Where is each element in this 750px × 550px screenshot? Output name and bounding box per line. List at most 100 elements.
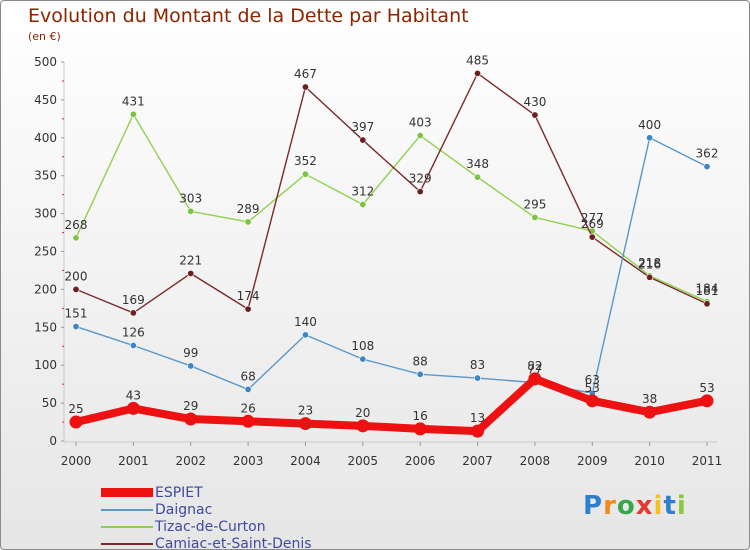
data-label: 397	[351, 120, 374, 134]
chart-axes: 0 50 100 150 200 250 300 350 400 450 500 2000 2001 20…	[34, 55, 722, 468]
data-point	[69, 415, 83, 429]
x-tick-label: 2010	[634, 454, 665, 468]
series-tizac-de-curton	[72, 110, 711, 306]
data-label: 53	[699, 381, 714, 395]
data-label: 68	[240, 369, 255, 383]
x-tick-label: 2003	[233, 454, 264, 468]
y-tick-label: 100	[34, 358, 57, 372]
data-label: 108	[351, 339, 374, 353]
data-point	[416, 132, 424, 140]
data-point	[301, 170, 309, 178]
data-point	[703, 300, 711, 308]
data-point	[588, 233, 596, 241]
data-labels-layer: 268 431 303 289 352 312 403 348 295 277 218 184 200 1…	[65, 53, 719, 425]
x-tick-label: 2005	[348, 454, 379, 468]
data-point	[700, 394, 714, 408]
data-label: 352	[294, 154, 317, 168]
data-label: 403	[409, 116, 432, 130]
x-tick-label: 2000	[61, 454, 92, 468]
chart-title: Evolution du Montant de la Dette par Hab…	[28, 5, 469, 27]
data-label: 218	[638, 256, 661, 270]
series-line	[75, 137, 708, 394]
legend-swatch	[101, 488, 153, 497]
data-label: 29	[183, 399, 198, 413]
logo-letter: i	[676, 491, 687, 521]
proxiti-logo: Proxiti	[583, 491, 687, 521]
data-label: 312	[351, 185, 374, 199]
data-point	[471, 424, 485, 438]
data-label: 181	[696, 284, 719, 298]
data-point	[416, 188, 424, 196]
logo-letter: t	[663, 491, 677, 521]
x-tick-label: 2008	[520, 454, 551, 468]
legend-label: ESPIET	[155, 484, 203, 501]
data-point	[126, 401, 140, 415]
data-point	[244, 385, 252, 393]
logo-letter: i	[653, 491, 664, 521]
data-point	[474, 173, 482, 181]
x-tick-label: 2001	[118, 454, 149, 468]
data-point	[359, 201, 367, 209]
data-point	[187, 207, 195, 215]
legend-swatch	[101, 542, 153, 545]
data-label: 126	[122, 325, 145, 339]
data-label: 348	[466, 157, 489, 171]
data-label: 268	[65, 218, 88, 232]
data-label: 53	[585, 381, 600, 395]
series-line	[75, 113, 708, 303]
data-label: 16	[413, 409, 428, 423]
data-label: 362	[696, 147, 719, 161]
data-point	[646, 134, 654, 142]
legend-label: Camiac-et-Saint-Denis	[155, 535, 312, 550]
data-point	[531, 213, 539, 221]
logo-letter: P	[583, 491, 604, 521]
legend-item: Tizac-de-Curton	[101, 518, 312, 535]
data-label: 63	[585, 373, 600, 387]
y-tick-label: 150	[34, 320, 57, 334]
data-point	[413, 422, 427, 436]
data-label: 38	[642, 392, 657, 406]
data-label: 13	[470, 411, 485, 425]
legend-item: Camiac-et-Saint-Denis	[101, 535, 312, 550]
data-label: 82	[527, 359, 542, 373]
logo-letter: o	[616, 491, 636, 521]
data-label: 400	[638, 118, 661, 132]
y-tick-label: 500	[34, 55, 57, 69]
data-point	[129, 309, 137, 317]
chart-unit: (en €)	[28, 30, 61, 43]
data-point	[187, 269, 195, 277]
data-label: 23	[298, 404, 313, 418]
x-tick-label: 2011	[692, 454, 723, 468]
data-label: 431	[122, 94, 145, 108]
y-tick-label: 50	[42, 396, 57, 410]
logo-letter: x	[635, 491, 654, 521]
data-point	[359, 355, 367, 363]
data-point	[72, 323, 80, 331]
data-point	[129, 110, 137, 118]
data-point	[244, 305, 252, 313]
data-label: 221	[179, 253, 202, 267]
chart-legend: ESPIET Daignac Tizac-de-Curton Camiac-et-Sa…	[101, 484, 312, 550]
data-point	[129, 341, 137, 349]
data-label: 430	[523, 95, 546, 109]
y-tick-label: 0	[49, 434, 57, 448]
data-point	[244, 218, 252, 226]
data-label: 169	[122, 293, 145, 307]
series-line	[72, 374, 711, 436]
data-point	[646, 273, 654, 281]
logo-letter: r	[603, 491, 617, 521]
data-point	[474, 69, 482, 77]
data-point	[474, 374, 482, 382]
data-point	[531, 111, 539, 119]
data-label: 174	[237, 289, 260, 303]
data-point	[359, 136, 367, 144]
series-line	[75, 72, 708, 314]
series-espiet	[69, 372, 714, 438]
y-tick-label: 250	[34, 245, 57, 259]
data-label: 88	[413, 354, 428, 368]
y-tick-label: 300	[34, 207, 57, 221]
x-tick-label: 2009	[577, 454, 608, 468]
data-label: 467	[294, 67, 317, 81]
